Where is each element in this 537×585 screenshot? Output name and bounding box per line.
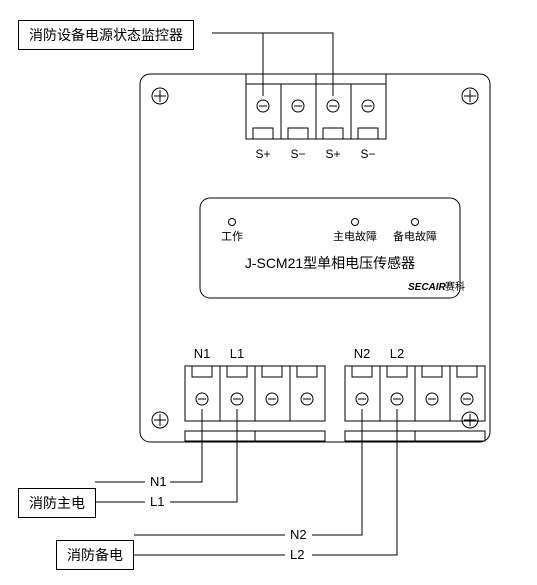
led-label-backup-fault: 备电故障 <box>393 229 437 243</box>
term-label-s1p: S+ <box>255 147 270 161</box>
brand-group: SECAIR 赛科 <box>408 280 465 293</box>
led-work <box>229 219 236 226</box>
led-group <box>229 219 419 226</box>
brand-cn: 赛科 <box>445 280 465 293</box>
led-main-fault <box>352 219 359 226</box>
led-backup-fault <box>412 219 419 226</box>
top-terminal-block <box>246 74 386 139</box>
top-terminal-labels: S+ S− S+ S− <box>255 147 375 161</box>
wire-label-l1: L1 <box>150 494 164 509</box>
callout-backup-power-text: 消防备电 <box>67 547 123 563</box>
model-text: J-SCM21型单相电压传感器 <box>245 255 415 271</box>
wire-label-l2: L2 <box>290 547 304 562</box>
term-label-s1n: S− <box>290 147 305 161</box>
led-labels: 工作 主电故障 备电故障 <box>221 229 437 243</box>
term-label-s2p: S+ <box>325 147 340 161</box>
callout-backup-power: 消防备电 <box>56 540 134 570</box>
bottom-terminal-right <box>345 366 485 441</box>
wire-label-n2: N2 <box>290 527 307 542</box>
brand-en: SECAIR <box>408 282 447 293</box>
wire-label-n1: N1 <box>150 474 167 489</box>
bottom-terminal-labels: N1 L1 N2 L2 <box>194 346 405 361</box>
callout-lines-top <box>212 33 333 96</box>
btm-label-l2: L2 <box>390 346 404 361</box>
callout-main-power: 消防主电 <box>18 488 96 518</box>
term-label-s2n: S− <box>360 147 375 161</box>
btm-label-n1: N1 <box>194 346 211 361</box>
bottom-terminal-left <box>185 366 325 441</box>
callout-monitor: 消防设备电源状态监控器 <box>18 20 194 50</box>
callout-monitor-text: 消防设备电源状态监控器 <box>29 27 183 43</box>
btm-label-n2: N2 <box>354 346 371 361</box>
led-label-main-fault: 主电故障 <box>333 229 377 243</box>
btm-label-l1: L1 <box>230 346 244 361</box>
callout-main-power-text: 消防主电 <box>29 495 85 511</box>
led-label-work: 工作 <box>221 230 243 243</box>
